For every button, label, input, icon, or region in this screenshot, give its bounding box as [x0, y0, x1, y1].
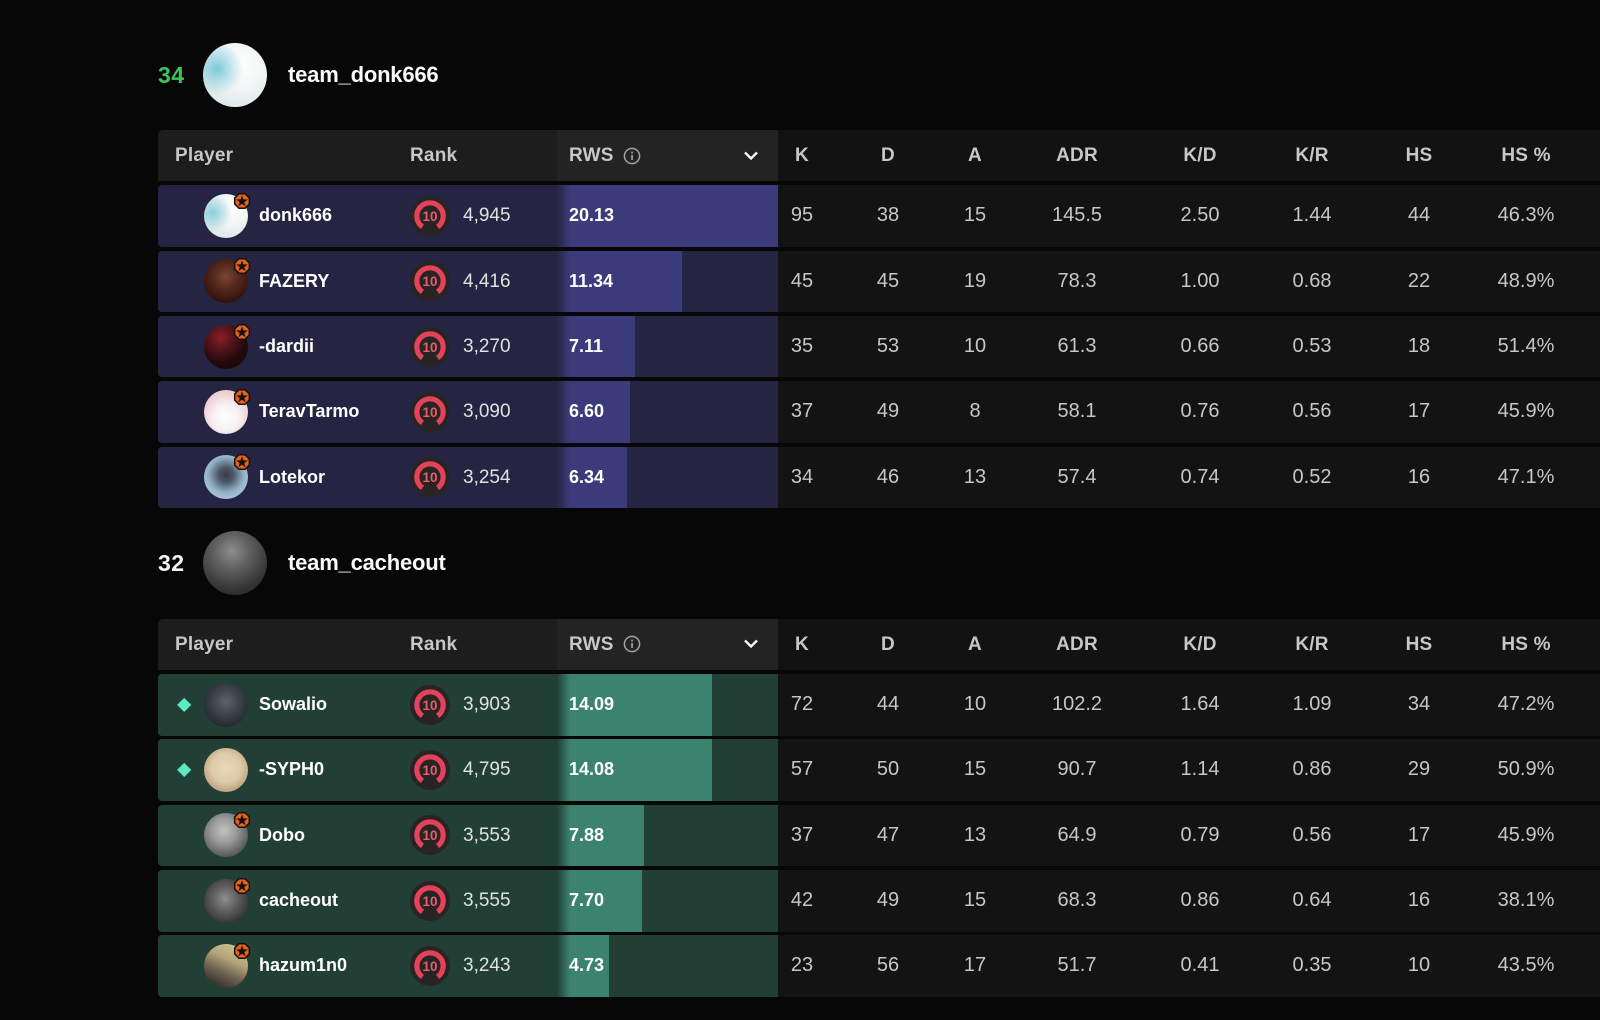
svg-text:10: 10 [422, 274, 437, 289]
svg-text:10: 10 [422, 209, 437, 224]
svg-text:10: 10 [422, 698, 437, 713]
svg-text:10: 10 [422, 959, 437, 974]
svg-text:10: 10 [422, 894, 437, 909]
svg-text:10: 10 [422, 763, 437, 778]
svg-text:10: 10 [422, 339, 437, 354]
svg-text:10: 10 [422, 828, 437, 843]
svg-text:10: 10 [422, 405, 437, 420]
svg-text:10: 10 [422, 470, 437, 485]
